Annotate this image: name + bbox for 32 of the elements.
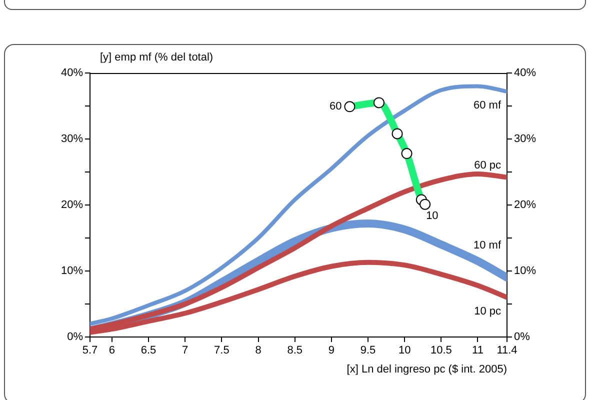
series-label: 10 mf [473,240,502,252]
y-tick-label: 30% [60,133,84,146]
annotation: 10 [426,210,438,222]
x-tick-label: 6.5 [140,344,156,357]
y-axis-title: [y] emp mf (% del total) [100,52,214,64]
x-tick-label: 8 [255,344,262,357]
y-tick-label: 0% [67,331,84,344]
x-tick-label: 5.7 [82,344,98,357]
x-tick-label: 9 [328,344,334,357]
x-axis-title: [x] Ln del ingreso pc ($ int. 2005) [346,364,507,376]
annotation: 60 [329,100,342,113]
y2-tick-label: 10% [514,265,536,278]
x-tick-label: 10 [398,344,411,357]
line-series [90,84,507,326]
x-tick-label: 9.5 [360,344,376,357]
x-tick-label: 10.5 [430,344,452,357]
y2-tick-label: 0% [514,331,530,344]
y2-tick-label: 30% [514,133,536,146]
x-tick-label: 7 [182,344,188,357]
series-label: 60 pc [474,159,502,172]
y-tick-label: 10% [60,265,84,278]
x-tick-label: 7.5 [214,344,230,357]
y-tick-label: 40% [60,67,84,80]
y2-tick-label: 20% [514,199,536,212]
series-label: 10 pc [474,305,502,318]
x-tick-label: 8.5 [287,344,302,357]
y2-tick-label: 40% [514,67,536,80]
series-label: 60 mf [473,100,502,112]
y-tick-label: 20% [60,199,84,212]
x-tick-label: 6 [108,344,116,357]
x-tick-label: 11 [472,344,484,357]
x-tick-label: 11.4 [496,344,518,357]
